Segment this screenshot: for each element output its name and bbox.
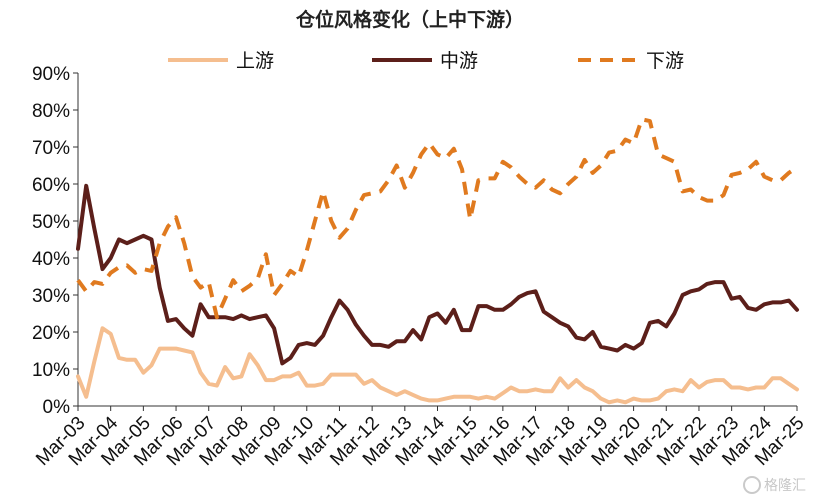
watermark-logo-icon	[743, 476, 761, 494]
legend: 上游 中游 下游	[168, 50, 684, 72]
watermark-text: 格隆汇	[764, 478, 806, 494]
watermark: 格隆汇	[743, 476, 806, 494]
y-tick-label: 30%	[32, 286, 70, 307]
y-tick-label: 90%	[32, 64, 70, 85]
y-tick-label: 10%	[32, 360, 70, 381]
legend-label-1: 上游	[236, 50, 274, 72]
y-tick-label: 20%	[32, 323, 70, 344]
series-layer	[76, 117, 799, 405]
y-tick-label: 70%	[32, 138, 70, 159]
y-tick-label: 40%	[32, 249, 70, 270]
y-tick-label: 50%	[32, 212, 70, 233]
y-axis: 0% 10% 20% 30% 40% 50% 60% 70% 80% 90%	[32, 64, 79, 418]
legend-label-3: 下游	[646, 50, 684, 72]
y-tick-label: 0%	[43, 397, 71, 418]
y-tick-label: 80%	[32, 101, 70, 122]
series-line-3	[76, 117, 799, 320]
series-line-2	[76, 183, 799, 366]
legend-label-2: 中游	[440, 50, 478, 72]
x-axis: Mar-03Mar-04Mar-05Mar-06Mar-07Mar-08Mar-…	[32, 405, 809, 470]
chart-title: 仓位风格变化（上中下游）	[295, 8, 524, 31]
series-line-1	[76, 326, 799, 405]
y-tick-label: 60%	[32, 175, 70, 196]
